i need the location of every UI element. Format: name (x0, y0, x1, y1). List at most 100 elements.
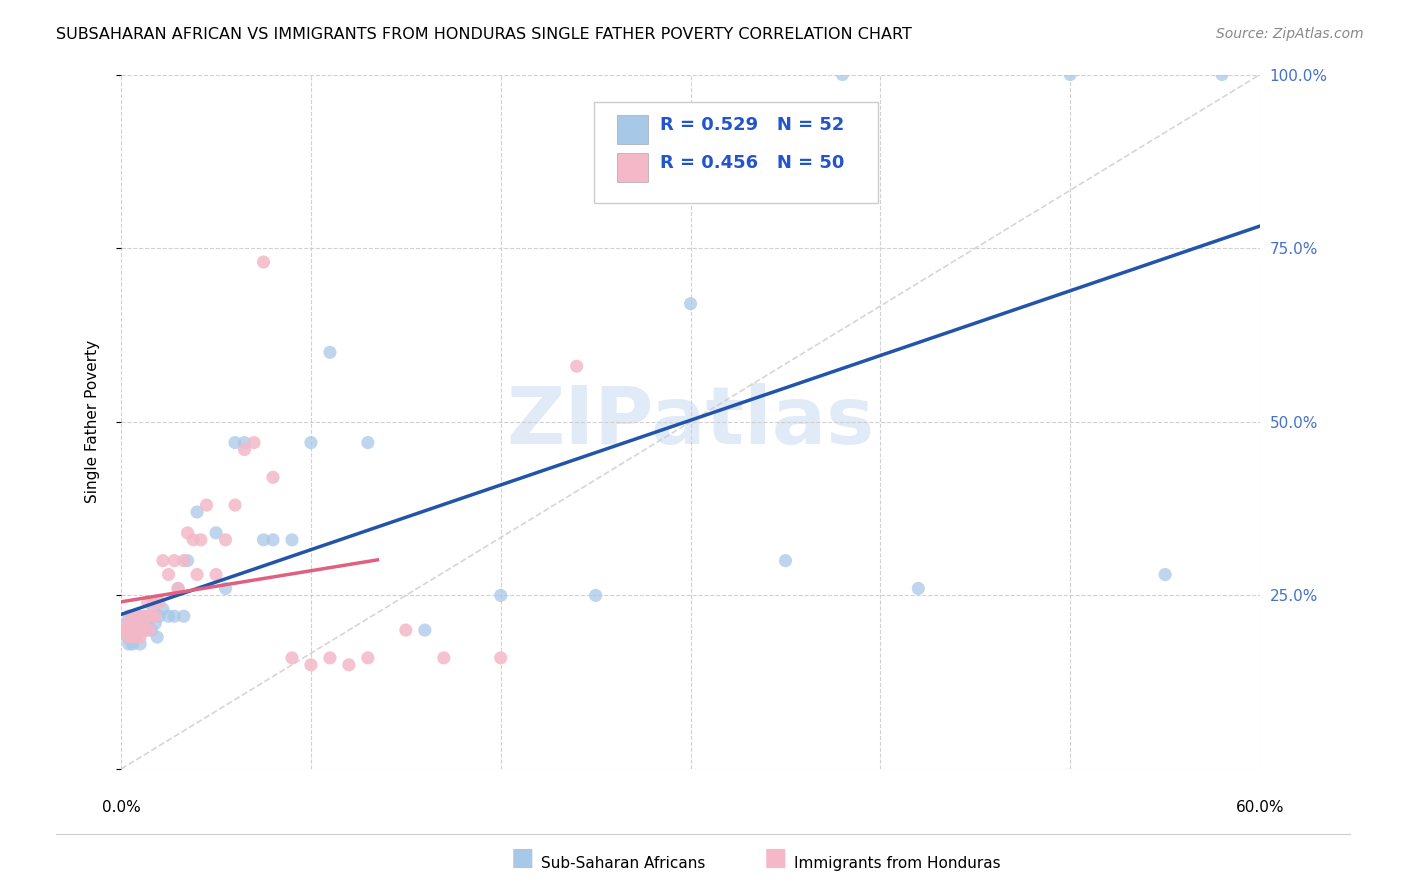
Point (115, 630, 138, 644)
Point (120, 623, 142, 637)
Point (121, 616, 143, 631)
Point (138, 623, 160, 637)
Point (1211, 68, 1233, 82)
Point (395, 623, 418, 637)
Point (121, 630, 143, 644)
Point (337, 657, 360, 672)
Point (181, 533, 204, 547)
Point (118, 637, 141, 651)
Point (114, 623, 136, 637)
Point (1154, 567, 1177, 582)
Text: SUBSAHARAN AFRICAN VS IMMIGRANTS FROM HONDURAS SINGLE FATHER POVERTY CORRELATION: SUBSAHARAN AFRICAN VS IMMIGRANTS FROM HO… (56, 27, 912, 42)
Point (118, 609, 141, 624)
Text: 0.0%: 0.0% (101, 799, 141, 814)
Point (127, 609, 149, 624)
Point (262, 470, 284, 484)
Point (775, 554, 797, 568)
Point (214, 582, 236, 596)
Point (167, 582, 190, 596)
Point (120, 623, 142, 637)
Point (195, 498, 218, 512)
Point (115, 623, 138, 637)
Text: Source: ZipAtlas.com: Source: ZipAtlas.com (1216, 27, 1364, 41)
Text: Sub-Saharan Africans: Sub-Saharan Africans (541, 856, 706, 871)
Point (115, 616, 138, 631)
Point (131, 623, 153, 637)
Point (129, 623, 152, 637)
Point (489, 651, 512, 665)
Point (173, 554, 195, 568)
Point (141, 623, 163, 637)
Point (141, 609, 163, 624)
Point (136, 616, 159, 631)
Point (135, 609, 157, 624)
Point (433, 651, 456, 665)
Point (186, 505, 208, 519)
Point (205, 567, 228, 582)
Point (489, 588, 512, 602)
Point (224, 498, 246, 512)
FancyBboxPatch shape (617, 115, 648, 144)
Point (157, 567, 180, 582)
Point (173, 609, 195, 624)
Point (131, 616, 153, 631)
Point (121, 637, 143, 651)
Point (114, 623, 136, 637)
Point (124, 609, 146, 624)
Point (125, 623, 148, 637)
Point (138, 609, 160, 624)
Text: Immigrants from Honduras: Immigrants from Honduras (794, 856, 1001, 871)
Text: R = 0.456   N = 50: R = 0.456 N = 50 (659, 154, 844, 172)
Point (129, 637, 152, 651)
Point (281, 533, 304, 547)
Point (132, 609, 155, 624)
Point (124, 623, 146, 637)
Point (136, 595, 159, 609)
Point (252, 533, 274, 547)
Point (118, 630, 141, 644)
Point (831, 68, 853, 82)
Point (152, 602, 174, 616)
Point (281, 651, 304, 665)
FancyBboxPatch shape (593, 103, 879, 203)
Point (214, 533, 236, 547)
Point (163, 609, 186, 624)
Point (127, 609, 149, 624)
Point (125, 630, 148, 644)
Point (679, 296, 702, 310)
Point (299, 435, 322, 450)
Point (120, 609, 142, 624)
Point (121, 609, 143, 624)
Point (129, 630, 152, 644)
Point (157, 609, 180, 624)
Text: ■: ■ (510, 846, 534, 870)
Point (125, 623, 148, 637)
Point (143, 616, 166, 631)
Point (118, 616, 141, 631)
Point (299, 657, 322, 672)
Text: ■: ■ (763, 846, 787, 870)
Point (142, 602, 165, 616)
Point (190, 533, 212, 547)
Point (143, 609, 166, 624)
Point (357, 651, 380, 665)
Point (243, 435, 266, 450)
Point (142, 595, 165, 609)
Point (146, 630, 169, 644)
Point (148, 609, 170, 624)
Point (413, 623, 436, 637)
Point (124, 630, 146, 644)
FancyBboxPatch shape (617, 153, 648, 182)
Point (176, 525, 198, 540)
Point (135, 623, 157, 637)
Point (152, 554, 174, 568)
Point (233, 435, 256, 450)
Point (163, 554, 186, 568)
Point (120, 630, 142, 644)
Text: R = 0.529   N = 52: R = 0.529 N = 52 (659, 116, 844, 134)
Point (1059, 68, 1081, 82)
Text: 60.0%: 60.0% (1236, 799, 1284, 814)
Point (357, 435, 380, 450)
Point (262, 533, 284, 547)
Point (129, 616, 152, 631)
